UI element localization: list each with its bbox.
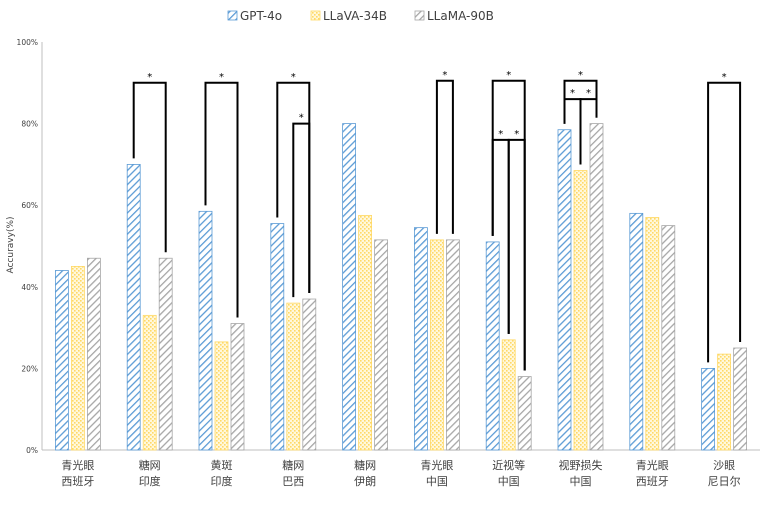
- bar-llama90b-5: [445, 239, 460, 451]
- bar-llama90b-9: [733, 347, 747, 451]
- legend: GPT-4o LLaVA-34B LLaMA-90B: [227, 9, 494, 23]
- bar-llava34b-1: [142, 314, 157, 451]
- bar-gpt4o-8: [629, 212, 644, 451]
- bar-gpt4o-5: [413, 227, 428, 451]
- bar-llama90b-2: [230, 323, 245, 451]
- legend-swatch-llava34b: [310, 10, 321, 21]
- significance-star: *: [299, 113, 304, 124]
- significance-star: *: [506, 70, 511, 81]
- x-category-label: 青光眼: [420, 458, 453, 472]
- bar-llama90b-4: [374, 239, 389, 451]
- bar-gpt4o-0: [55, 270, 69, 451]
- x-category-label: 印度: [211, 474, 233, 488]
- y-tick-label: 60%: [21, 201, 38, 210]
- bar-llava34b-5: [429, 239, 444, 451]
- bar-llama90b-8: [661, 225, 676, 451]
- x-category-label: 西班牙: [636, 475, 669, 488]
- bar-llava34b-9: [717, 353, 731, 451]
- significance-bracket: [204, 81, 239, 318]
- bar-gpt4o-6: [485, 241, 500, 451]
- significance-star: *: [514, 129, 519, 140]
- significance-star: *: [578, 70, 583, 81]
- bar-gpt4o-3: [270, 223, 285, 451]
- x-category-label: 伊朗: [354, 475, 376, 488]
- significance-star: *: [442, 70, 447, 81]
- bar-llava34b-4: [358, 214, 373, 451]
- significance-star: *: [570, 88, 575, 99]
- legend-swatch-llama90b: [414, 10, 425, 21]
- bar-llama90b-3: [302, 298, 317, 451]
- y-axis-title: Accuravy(%): [6, 216, 16, 273]
- y-tick-label: 0%: [26, 446, 38, 455]
- x-category-label: 近视等: [492, 458, 525, 472]
- significance-star: *: [147, 72, 152, 83]
- legend-label-gpt4o: GPT-4o: [240, 9, 282, 23]
- x-category-label: 印度: [139, 474, 161, 488]
- bar-llama90b-0: [87, 257, 101, 451]
- significance-star: *: [291, 72, 296, 83]
- bar-llava34b-7: [573, 170, 588, 451]
- bar-llava34b-3: [286, 302, 301, 451]
- y-tick-label: 80%: [21, 120, 38, 129]
- x-category-label: 中国: [426, 475, 448, 488]
- x-category-label: 尼日尔: [708, 475, 741, 488]
- y-axis-ticks: 0% 20% 40% 60% 80% 100%: [17, 38, 38, 455]
- legend-swatch-gpt4o: [227, 10, 238, 21]
- x-category-label: 中国: [498, 475, 520, 488]
- x-axis-labels: 青光眼 西班牙 糖网 印度 黄斑 印度 糖网 巴西 糖网 伊朗 青光眼 中国 近…: [61, 458, 740, 488]
- y-tick-label: 20%: [21, 364, 38, 373]
- bar-llava34b-2: [214, 341, 229, 451]
- significance-star: *: [498, 129, 503, 140]
- x-category-label: 青光眼: [636, 458, 669, 472]
- bar-gpt4o-2: [198, 210, 213, 451]
- y-tick-label: 100%: [17, 38, 38, 47]
- y-tick-label: 40%: [21, 283, 38, 292]
- x-category-label: 视野损失: [559, 458, 603, 472]
- significance-bracket: [707, 81, 742, 363]
- legend-item-gpt4o: GPT-4o: [227, 9, 282, 23]
- x-category-label: 黄斑: [211, 458, 233, 472]
- legend-item-llama90b: LLaMA-90B: [414, 9, 494, 23]
- bars-group: [55, 123, 747, 451]
- bar-llava34b-8: [645, 217, 660, 451]
- significance-bracket: [435, 79, 454, 234]
- bar-gpt4o-9: [701, 367, 715, 451]
- bar-gpt4o-4: [342, 123, 357, 451]
- significance-brackets: * * *** ***** **: [132, 70, 742, 371]
- significance-star: *: [722, 72, 727, 83]
- x-category-label: 糖网: [354, 458, 376, 472]
- significance-bracket: [292, 122, 311, 298]
- legend-item-llava34b: LLaVA-34B: [310, 9, 387, 23]
- bar-llava34b-0: [71, 265, 85, 451]
- legend-label-llava34b: LLaVA-34B: [323, 9, 387, 23]
- significance-star: *: [586, 88, 591, 99]
- bar-gpt4o-1: [126, 163, 141, 451]
- significance-bracket: [132, 81, 167, 253]
- x-category-label: 中国: [570, 475, 592, 488]
- bar-llama90b-1: [158, 257, 173, 451]
- significance-bracket: [507, 138, 526, 371]
- significance-star: *: [219, 72, 224, 83]
- x-category-label: 巴西: [282, 475, 304, 488]
- significance-bracket: [579, 98, 598, 165]
- x-category-label: 西班牙: [61, 475, 94, 488]
- legend-label-llama90b: LLaMA-90B: [427, 9, 494, 23]
- bar-llava34b-6: [501, 339, 516, 451]
- bar-llama90b-7: [589, 123, 604, 451]
- x-category-label: 糖网: [282, 458, 304, 472]
- significance-bracket: [491, 138, 510, 334]
- bar-llama90b-6: [517, 376, 532, 451]
- x-category-label: 沙眼: [713, 459, 735, 472]
- x-category-label: 糖网: [139, 458, 161, 472]
- bar-gpt4o-7: [557, 129, 572, 451]
- x-category-label: 青光眼: [61, 458, 94, 472]
